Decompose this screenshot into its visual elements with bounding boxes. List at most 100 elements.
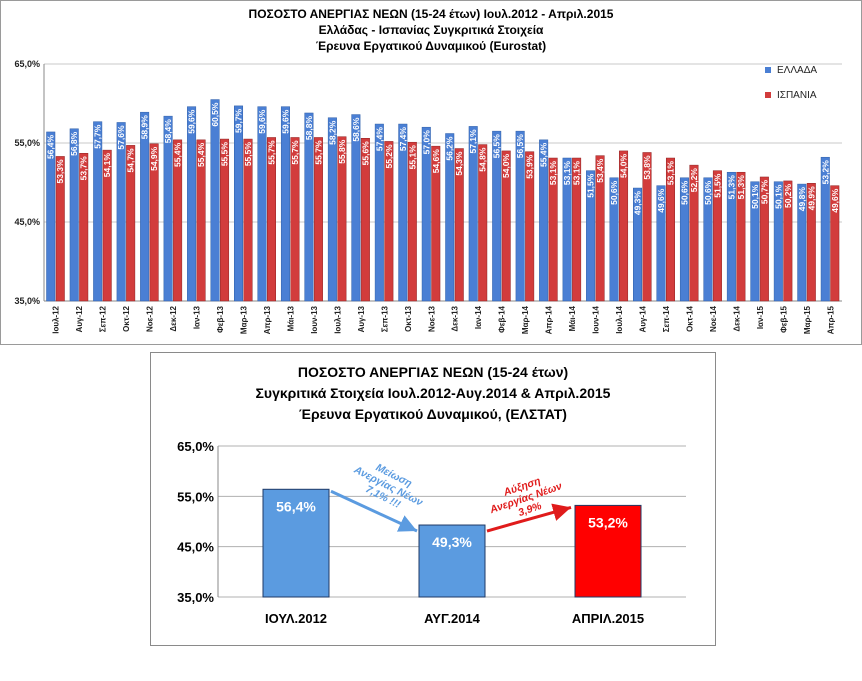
data-label-spain: 50,2% [783, 183, 793, 208]
chart-title-line-1: ΠΟΣΟΣΤΟ ΑΝΕΡΓΙΑΣ ΝΕΩΝ (15-24 έτων) Ιουλ.… [249, 7, 614, 21]
data-label-greece: 57,4% [374, 127, 384, 152]
data-label-greece: 57,4% [398, 127, 408, 152]
x-tick-label: Ιαν-15 [756, 305, 765, 329]
chart-title-line-2: Συγκριτικά Στοιχεία Ιουλ.2012-Αυγ.2014 &… [256, 385, 611, 401]
data-label-spain: 55,7% [313, 140, 323, 165]
data-label-spain: 49,6% [830, 188, 840, 213]
data-label-spain: 53,9% [525, 154, 535, 179]
bar-greece [633, 187, 643, 302]
data-label-greece: 53,1% [562, 161, 572, 186]
x-tick-label: Νοε-12 [146, 305, 155, 332]
bar-spain [243, 138, 253, 302]
x-tick-label: Ιουν-14 [592, 305, 601, 333]
bar-greece [445, 133, 455, 302]
data-label-spain: 53,3% [55, 159, 65, 184]
bar-spain [407, 141, 417, 302]
data-label-greece: 56,8% [69, 131, 79, 156]
bar-spain [478, 144, 488, 302]
x-tick-label: Απρ-13 [263, 305, 272, 334]
x-tick-label: Φεβ-14 [498, 305, 507, 332]
bar-spain [665, 157, 675, 302]
bar-greece [703, 177, 713, 302]
increase-arrow [486, 503, 572, 533]
bar-greece [234, 105, 244, 302]
x-tick-label: Νοε-14 [709, 305, 718, 332]
x-tick-label: Ιαν-14 [474, 305, 483, 329]
data-label-greece: 59,6% [187, 109, 197, 134]
x-tick-label: Δεκ-14 [732, 305, 741, 331]
data-label-spain: 55,7% [266, 140, 276, 165]
bar-spain [525, 151, 535, 302]
bar-2 [418, 524, 486, 598]
data-label-greece: 58,8% [304, 116, 314, 141]
bar-spain [642, 152, 652, 302]
bar-greece [468, 126, 478, 302]
x-tick-label: ΙΟΥΛ.2012 [265, 611, 327, 626]
bar-spain [79, 153, 89, 302]
data-label-spain: 53,1% [572, 161, 582, 186]
y-tick-label: 65,0% [177, 439, 214, 454]
x-tick-label: Νοε-13 [427, 305, 436, 332]
bar-greece [327, 117, 337, 302]
data-label-spain: 53,4% [595, 158, 605, 183]
bar-greece [351, 114, 361, 302]
decrease-arrow [330, 489, 418, 533]
x-tick-label: Σεπ-12 [99, 305, 108, 332]
bar-greece [374, 123, 384, 302]
bar-greece [726, 171, 736, 302]
bar-greece [93, 121, 103, 302]
bar-spain [454, 148, 464, 302]
data-label-spain: 54,0% [619, 153, 629, 178]
data-label-spain: 55,4% [196, 142, 206, 167]
x-tick-label: Ιουλ-14 [615, 305, 624, 333]
data-label-greece: 57,6% [116, 125, 126, 150]
bar-greece [187, 106, 197, 302]
data-label-spain: 55,5% [220, 142, 230, 167]
x-tick-label: Σεπ-13 [380, 305, 389, 332]
bar-spain [55, 156, 65, 302]
data-label-greece: 58,4% [163, 119, 173, 144]
x-tick-label: Μαρ-15 [803, 305, 812, 334]
y-tick-label: 55,0% [14, 138, 40, 148]
bar-spain [619, 150, 629, 302]
x-tick-label: Αυγ-12 [75, 305, 84, 332]
data-label-spain: 54,0% [501, 153, 511, 178]
bar-spain [360, 138, 370, 302]
bar-greece [515, 130, 525, 302]
bar-greece [280, 106, 290, 302]
data-label-greece: 50,6% [703, 180, 713, 205]
data-label-greece: 58,2% [327, 120, 337, 145]
data-label-spain: 50,7% [759, 180, 769, 205]
data-label-greece: 51,5% [586, 173, 596, 198]
data-label-greece: 56,5% [492, 134, 502, 159]
data-label-greece: 57,0% [421, 130, 431, 155]
data-label-greece: 51,3% [726, 175, 736, 200]
data-label-greece: 49,6% [656, 188, 666, 213]
bar-spain [220, 138, 230, 302]
y-tick-label: 55,0% [177, 489, 214, 504]
data-label-spain: 55,1% [407, 145, 417, 170]
bar-spain [126, 145, 136, 302]
bar-1 [262, 488, 330, 598]
data-label-greece: 56,2% [445, 136, 455, 161]
x-tick-label: Αυγ-14 [639, 305, 648, 332]
bar-spain [196, 139, 206, 302]
data-label-spain: 54,7% [126, 148, 136, 173]
legend-label-greece: ΕΛΛΑΔΑ [777, 65, 817, 76]
data-label-spain: 49,9% [806, 186, 816, 211]
x-tick-label: Δεκ-12 [169, 305, 178, 331]
bar-spain [337, 136, 347, 302]
data-label-spain: 55,6% [360, 141, 370, 166]
data-label-greece: 57,7% [93, 124, 103, 149]
bar-spain [149, 143, 159, 302]
x-tick-label: Φεβ-15 [779, 305, 788, 332]
data-label-spain: 51,5% [712, 173, 722, 198]
y-tick-label: 45,0% [177, 540, 214, 555]
data-label-greece: 50,6% [609, 180, 619, 205]
bar-greece [773, 181, 783, 302]
bar-spain [712, 170, 722, 302]
x-tick-label: Ιουλ-12 [52, 305, 61, 333]
data-label-spain: 54,9% [149, 146, 159, 171]
x-tick-label: Οκτ-13 [404, 305, 413, 331]
